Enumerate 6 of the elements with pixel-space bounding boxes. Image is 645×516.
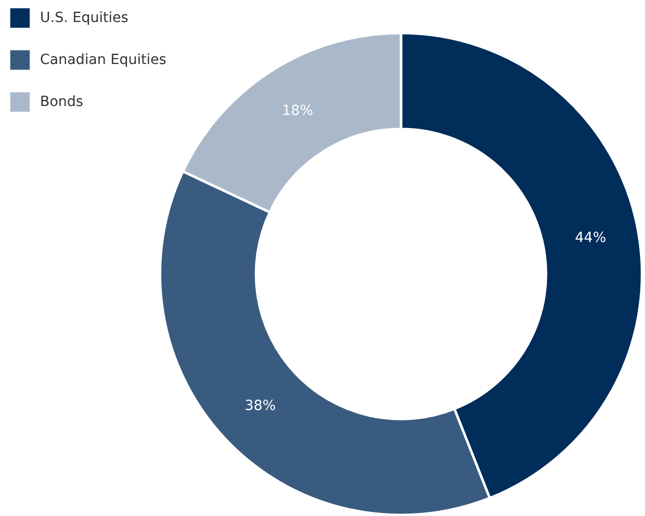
data-label: 38% — [244, 398, 276, 414]
data-label: 44% — [575, 230, 606, 246]
data-label: 18% — [282, 103, 314, 120]
legend-label: Canadian Equities — [40, 52, 166, 68]
legend-label: Bonds — [40, 94, 84, 110]
legend-label: U.S. Equities — [40, 10, 128, 26]
